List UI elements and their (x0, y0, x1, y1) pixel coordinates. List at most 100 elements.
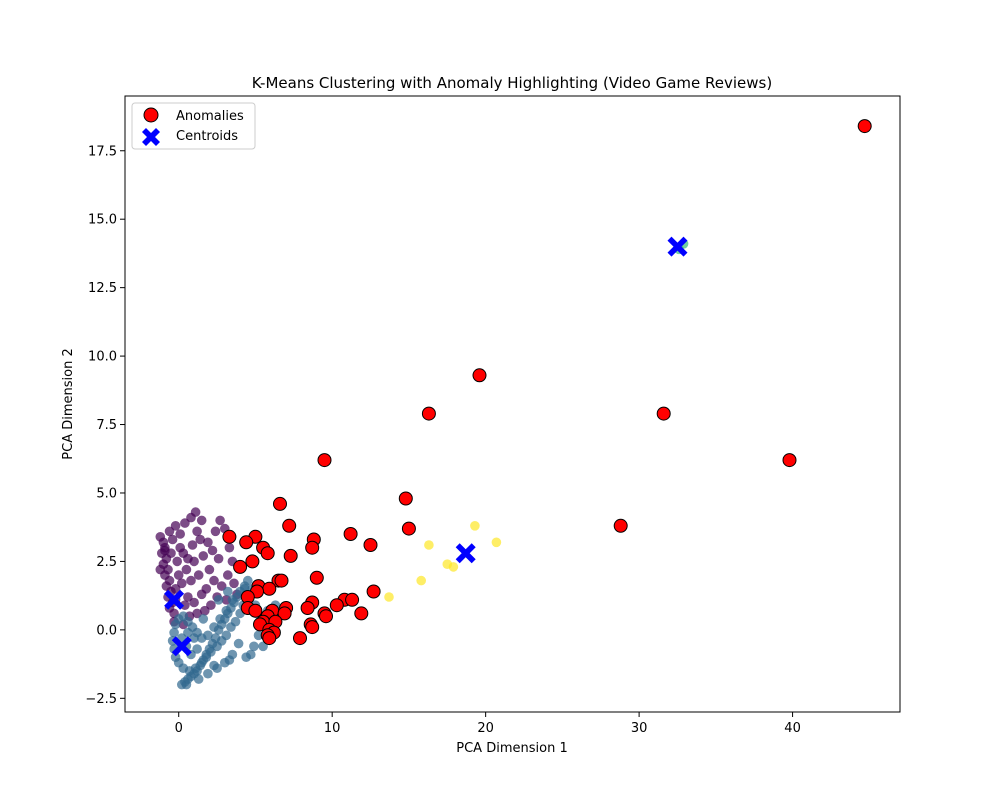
y-tick-label: 17.5 (88, 144, 117, 159)
anomaly-point (305, 620, 320, 635)
cluster-0-point (196, 515, 207, 526)
centroid-marker (455, 543, 476, 564)
cluster-0-point (183, 553, 193, 564)
plot-frame (124, 95, 901, 713)
centroid-marker (171, 636, 192, 657)
legend-centroid-marker (142, 128, 160, 146)
anomaly-point (233, 559, 248, 574)
anomaly-point (274, 573, 289, 588)
cluster-1-point (233, 638, 244, 649)
cluster-1-point (212, 641, 222, 652)
anomaly-point (363, 538, 378, 552)
legend-box (131, 102, 256, 150)
anomaly-point (613, 518, 628, 533)
x-tick-label: 0 (175, 721, 183, 736)
cluster-3-point (448, 562, 459, 572)
cluster-0-point (215, 515, 225, 526)
x-tick-label: 30 (631, 721, 648, 736)
anomaly-point (401, 521, 416, 536)
anomaly-point (239, 535, 254, 550)
anomaly-point (305, 540, 320, 555)
cluster-0-point (207, 545, 218, 556)
centroid-markers (164, 236, 688, 657)
y-tick-label: 10.0 (88, 350, 117, 365)
cluster-0-point (206, 600, 216, 610)
cluster-0-point (180, 600, 190, 610)
cluster-0-point (229, 578, 239, 589)
cluster-1-point (226, 622, 236, 632)
cluster-0-point (203, 537, 213, 548)
y-tick-label: 5.0 (96, 486, 117, 501)
legend-anomaly-marker (143, 107, 159, 123)
cluster-1-point (183, 627, 193, 638)
anomaly-point (300, 601, 315, 615)
anomaly-point (656, 406, 671, 421)
cluster-1-point (196, 657, 207, 668)
cluster-3-point (470, 521, 480, 531)
x-tick-label: 10 (324, 721, 341, 736)
cluster-0-point (164, 526, 175, 537)
cluster-3-point (416, 575, 427, 586)
anomaly-point (317, 453, 332, 468)
chart-title: K-Means Clustering with Anomaly Highligh… (252, 74, 772, 92)
cluster-0-point (177, 578, 187, 589)
anomaly-point (293, 631, 307, 646)
cluster-1-point (170, 652, 181, 662)
cluster-0-point (180, 518, 190, 528)
cluster-1-point (198, 614, 209, 624)
cluster-0-point (172, 556, 182, 567)
y-tick-label: 12.5 (88, 281, 117, 296)
anomaly-point (782, 453, 797, 468)
anomaly-point (282, 518, 297, 533)
cluster-1-point (224, 655, 235, 665)
x-tick-label: 20 (477, 721, 494, 736)
cluster-1-point (221, 605, 232, 616)
anomaly-point (262, 581, 277, 596)
anomaly-point (309, 570, 324, 585)
x-tick-label: 40 (784, 721, 801, 736)
cluster-3-point (424, 540, 434, 550)
anomaly-point (398, 491, 413, 506)
cluster-0-point (213, 553, 224, 564)
anomaly-point (283, 548, 298, 563)
cluster-0-point (223, 570, 233, 580)
anomaly-point (245, 554, 260, 569)
y-tick-label: 0.0 (96, 623, 117, 638)
cluster-1-point (223, 586, 233, 597)
anomaly-point (343, 527, 358, 541)
cluster-0-point (175, 529, 185, 539)
anomaly-point (273, 496, 287, 511)
cluster-1-point (213, 595, 224, 605)
cluster-0-point (170, 521, 181, 531)
cluster-0-point (196, 589, 207, 600)
y-axis-label: PCA Dimension 2 (61, 348, 76, 459)
legend-centroids-label: Centroids (176, 129, 238, 144)
anomaly-point (319, 609, 333, 624)
cluster-0-point (181, 564, 192, 575)
cluster-1-point (246, 649, 256, 660)
cluster-3-point (491, 537, 502, 548)
legend: Anomalies Centroids (131, 102, 256, 150)
cluster-1-point (253, 630, 264, 641)
cluster-0-point (195, 534, 205, 545)
y-tick-label: 15.0 (88, 213, 117, 228)
x-axis-ticks: 0 10 20 30 40 (175, 712, 801, 736)
cluster-0-point (167, 534, 178, 545)
cluster-0-point (155, 564, 166, 575)
cluster-0-point (198, 551, 209, 561)
anomaly-point (222, 529, 237, 544)
cluster-1-point (243, 575, 253, 586)
anomaly-point (472, 368, 487, 383)
anomaly-point (262, 631, 277, 646)
cluster-3-point (384, 592, 394, 602)
cluster-0-point (204, 564, 215, 575)
cluster-1-point (192, 644, 202, 654)
cluster-1-point (203, 668, 213, 679)
anomaly-point (329, 598, 344, 613)
cluster-0-point (186, 512, 196, 523)
anomaly-points (222, 119, 872, 646)
cluster-0-point (187, 540, 198, 550)
cluster-0-point (224, 542, 235, 553)
cluster-0-point (183, 592, 193, 602)
cluster-1-point (169, 627, 179, 638)
